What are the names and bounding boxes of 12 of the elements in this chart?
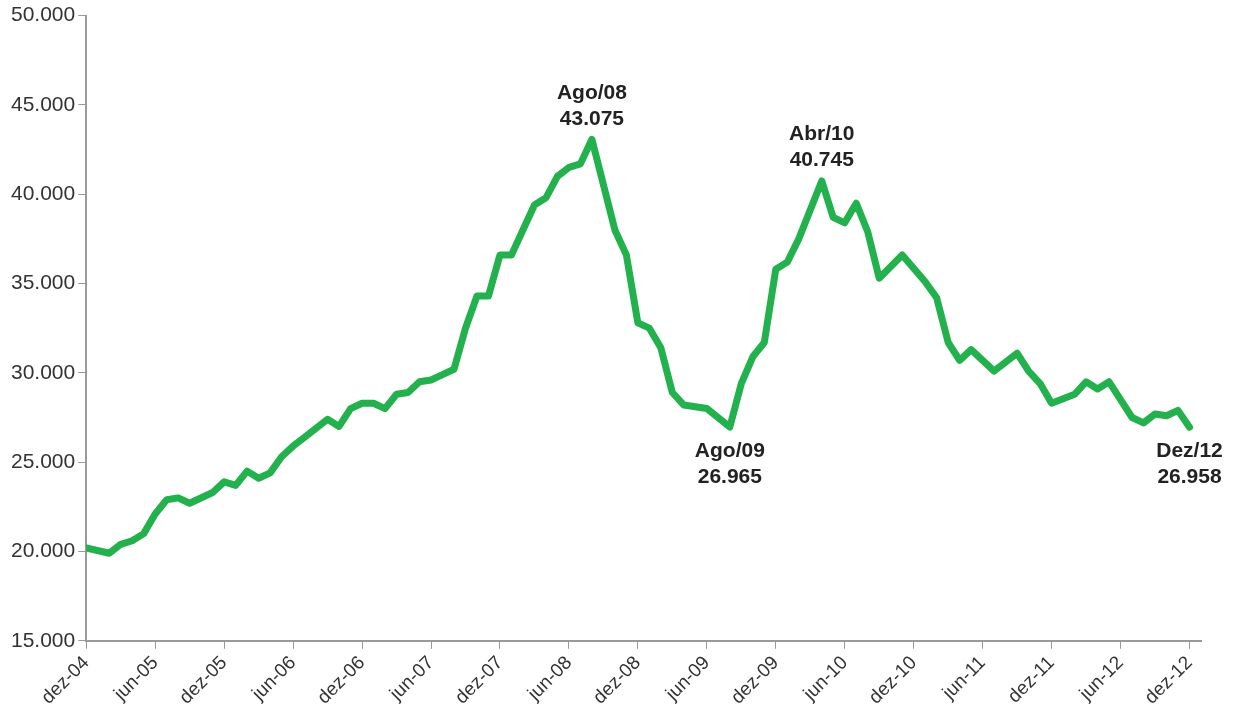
y-tick-label: 35.000 bbox=[11, 270, 76, 294]
annotation: Abr/10 40.745 bbox=[789, 121, 855, 171]
annotation: Dez/12 26.958 bbox=[1156, 438, 1223, 488]
y-tick-label: 40.000 bbox=[11, 181, 76, 205]
y-tick-label: 45.000 bbox=[11, 91, 76, 115]
y-tick-label: 50.000 bbox=[11, 2, 76, 26]
y-tick-label: 30.000 bbox=[11, 359, 76, 383]
y-tick-label: 20.000 bbox=[11, 538, 76, 562]
annotation: Ago/09 26.965 bbox=[694, 438, 765, 488]
y-tick-label: 25.000 bbox=[11, 448, 76, 472]
annotation: Ago/08 43.075 bbox=[556, 79, 628, 129]
y-tick-label: 15.000 bbox=[11, 627, 76, 651]
